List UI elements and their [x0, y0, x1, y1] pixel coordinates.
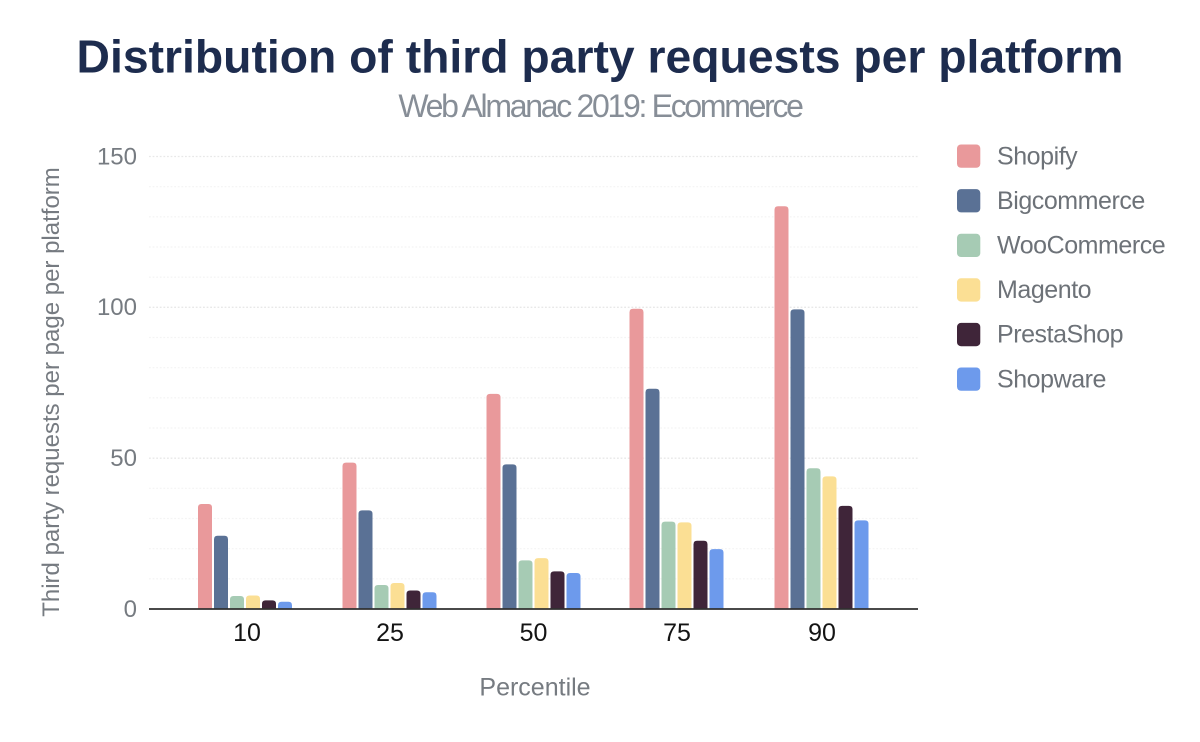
- svg-text:50: 50: [520, 619, 548, 647]
- svg-text:10: 10: [233, 619, 261, 647]
- svg-text:Bigcommerce: Bigcommerce: [997, 187, 1145, 215]
- svg-text:WooCommerce: WooCommerce: [997, 232, 1165, 260]
- svg-text:90: 90: [808, 619, 836, 647]
- svg-text:50: 50: [110, 445, 137, 472]
- svg-text:Third party requests per page: Third party requests per page per platfo…: [38, 167, 65, 617]
- svg-text:100: 100: [97, 294, 137, 321]
- svg-text:Shopify: Shopify: [997, 142, 1078, 170]
- svg-text:Percentile: Percentile: [479, 674, 590, 702]
- svg-text:PrestaShop: PrestaShop: [997, 321, 1123, 349]
- svg-text:75: 75: [663, 619, 691, 647]
- svg-text:25: 25: [376, 619, 404, 647]
- svg-text:Distribution of third party re: Distribution of third party requests per…: [77, 31, 1124, 83]
- svg-text:150: 150: [97, 143, 137, 170]
- svg-text:Magento: Magento: [997, 276, 1091, 304]
- svg-text:Web Almanac 2019: Ecommerce: Web Almanac 2019: Ecommerce: [398, 88, 803, 124]
- svg-text:Shopware: Shopware: [997, 365, 1106, 393]
- svg-text:0: 0: [124, 596, 137, 623]
